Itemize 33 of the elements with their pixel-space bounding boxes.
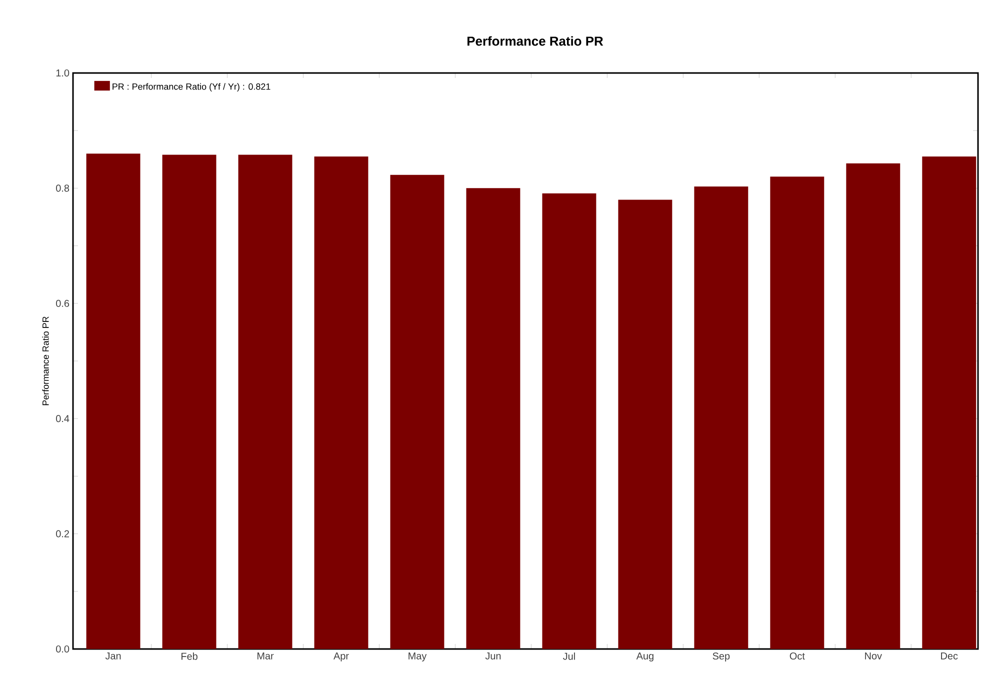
y-axis-title: Performance Ratio PR (42, 316, 49, 406)
chart-title: Performance Ratio PR (467, 36, 604, 46)
x-tick-label: May (408, 652, 427, 662)
bar (922, 156, 976, 649)
x-tick-label: Jul (562, 652, 575, 660)
y-tick-label: 0.0 (56, 645, 70, 653)
bar (846, 163, 900, 649)
x-tick-label: Mar (257, 652, 274, 660)
bar (618, 200, 672, 649)
x-tick-label: Nov (865, 652, 882, 660)
x-tick-label: Sep (712, 652, 730, 662)
y-tick-label: 0.2 (56, 530, 69, 538)
bar (542, 193, 596, 649)
y-tick-label: 0.8 (56, 184, 70, 192)
y-tick-label: 0.6 (56, 300, 70, 307)
x-tick-label: Jun (485, 652, 501, 660)
x-tick-label: Feb (182, 652, 198, 660)
bar (770, 176, 824, 649)
x-tick-label: Aug (636, 652, 654, 662)
x-tick-label: Oct (790, 652, 805, 660)
y-tick-label: 0.4 (56, 415, 70, 422)
bar (162, 154, 216, 649)
x-tick-label: Dec (941, 652, 958, 660)
bar (466, 188, 520, 649)
bar (86, 154, 140, 649)
legend-label: PR : Performance Ratio (Yf / Yr) : 0.821 (112, 83, 270, 92)
x-tick-label: Jan (105, 652, 121, 660)
bar (314, 156, 368, 649)
bar (238, 154, 292, 649)
x-tick-label: Apr (334, 652, 349, 662)
y-tick-label: 1.0 (56, 69, 70, 77)
bar (694, 186, 748, 649)
bar (390, 174, 444, 649)
